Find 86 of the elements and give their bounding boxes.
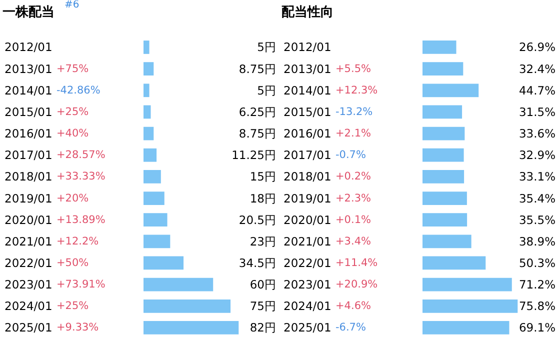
data-label: 31.5%	[518, 104, 556, 119]
y-tick-label: 2022/01 +11.4%	[284, 256, 378, 270]
data-label: 34.5円	[238, 256, 277, 270]
data-label: 32.4%	[518, 62, 556, 76]
y-tick-label: 2025/01 +9.33%	[4, 320, 99, 335]
bar	[144, 234, 170, 248]
data-label: 75.8%	[518, 299, 556, 314]
y-tick-label: 2016/01 +40%	[4, 126, 89, 141]
data-label: 26.9%	[518, 40, 556, 54]
bar	[422, 40, 456, 54]
data-label: 35.4%	[518, 191, 556, 206]
bar	[422, 278, 512, 292]
data-label: 38.9%	[518, 234, 556, 248]
bar	[144, 256, 184, 270]
data-label: 75円	[250, 299, 277, 314]
data-label: 71.2%	[518, 278, 556, 292]
y-tick-label: 2021/01 +12.2%	[4, 234, 99, 248]
bar	[144, 213, 168, 227]
data-label: 44.7%	[518, 83, 556, 98]
y-tick-label: 2018/01 +33.33%	[4, 170, 106, 184]
bar	[422, 126, 465, 140]
bar	[422, 170, 464, 184]
bar	[422, 105, 462, 119]
text: 一株配当	[2, 4, 54, 20]
data-label: 15円	[250, 170, 277, 184]
bar	[144, 126, 154, 140]
bar	[144, 170, 161, 184]
y-tick-label: 2023/01 +20.9%	[284, 278, 378, 292]
data-label: 69.1%	[518, 320, 556, 335]
text: 配当性向	[282, 4, 334, 20]
bar	[144, 299, 231, 313]
bar	[422, 192, 467, 205]
data-label: 18円	[250, 191, 277, 206]
data-label: 50.3%	[518, 256, 556, 270]
bar	[144, 321, 239, 334]
data-label: 11.25円	[232, 148, 277, 162]
y-tick-label: 2022/01 +50%	[4, 256, 89, 270]
data-label: 32.9%	[518, 148, 556, 162]
y-tick-label: 2024/01 +4.6%	[284, 299, 371, 314]
bar	[144, 40, 150, 54]
bar	[144, 84, 150, 98]
bar	[422, 299, 518, 313]
y-tick-label: 2024/01 +25%	[4, 299, 89, 314]
y-tick-label: 2023/01 +73.91%	[4, 278, 106, 292]
bar	[422, 62, 464, 76]
data-label: 60円	[250, 278, 277, 292]
y-tick-label: 2025/01 -6.7%	[284, 320, 366, 335]
data-label: 5円	[257, 83, 277, 98]
bar	[422, 234, 472, 248]
y-tick-label: 2015/01 -13.2%	[284, 104, 373, 119]
y-tick-label: 2017/01 +28.57%	[4, 148, 106, 162]
y-tick-label: 2020/01 +13.89%	[4, 212, 106, 227]
data-label: 8.75円	[238, 126, 277, 141]
data-label: 23円	[250, 234, 277, 248]
bar	[144, 105, 151, 119]
y-tick-label: 2019/01 +20%	[4, 191, 89, 206]
y-tick-label: 2017/01 -0.7%	[284, 148, 366, 162]
bar	[422, 321, 510, 334]
bar	[144, 148, 157, 162]
y-tick-label: 2014/01 +12.3%	[284, 83, 378, 98]
data-label: 82円	[250, 320, 277, 335]
y-tick-label: 2020/01 +0.1%	[284, 212, 371, 227]
data-label: 6.25円	[238, 104, 277, 119]
bar	[422, 148, 464, 162]
bar	[422, 213, 468, 227]
y-tick-label: 2013/01 +5.5%	[284, 62, 371, 76]
bar	[422, 84, 479, 98]
y-tick-label: 2012/01	[284, 40, 332, 54]
data-label: 33.6%	[518, 126, 556, 141]
bar	[144, 192, 164, 205]
y-tick-label: 2015/01 +25%	[4, 104, 89, 119]
data-label: 5円	[257, 40, 277, 54]
bar	[144, 62, 154, 76]
data-label: 20.5円	[238, 212, 277, 227]
y-tick-label: 2021/01 +3.4%	[284, 234, 371, 248]
y-tick-label: 2014/01 -42.86%	[4, 83, 100, 98]
bar	[422, 256, 486, 270]
y-tick-label: 2018/01 +0.2%	[284, 170, 371, 184]
y-tick-label: 2016/01 +2.1%	[284, 126, 371, 141]
y-tick-label: 2013/01 +75%	[4, 62, 89, 76]
y-tick-label: 2019/01 +2.3%	[284, 191, 371, 206]
bar	[144, 278, 214, 292]
data-label: 8.75円	[238, 62, 277, 76]
data-label: 35.5%	[518, 212, 556, 227]
y-tick-label: 2012/01	[4, 40, 52, 54]
data-label: 33.1%	[518, 170, 556, 184]
